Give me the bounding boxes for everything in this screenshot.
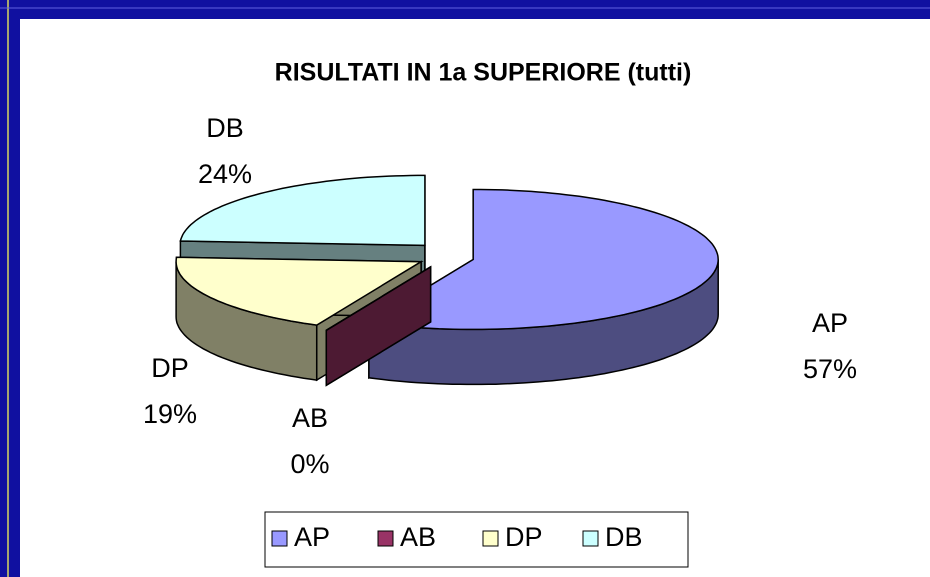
slice-label: DB [206, 113, 244, 143]
legend-swatch [377, 530, 394, 547]
slice-value-label: 0% [290, 449, 329, 479]
slice-value-label: 57% [803, 354, 857, 384]
slice-value-label: 24% [198, 159, 252, 189]
legend-label: DP [505, 522, 543, 552]
legend-label: AB [400, 522, 436, 552]
slice-value-label: 19% [143, 399, 197, 429]
slice [366, 188, 719, 331]
legend-swatch [271, 530, 288, 547]
slice [325, 266, 431, 331]
legend-label: DB [605, 522, 643, 552]
legend-box [264, 511, 689, 568]
legend-swatch [482, 530, 499, 547]
slice [179, 174, 426, 247]
legend-label: AP [294, 522, 330, 552]
legend-swatch [582, 530, 599, 547]
slice-label: AP [812, 308, 848, 338]
slice-label: DP [151, 353, 189, 383]
chart-title: RISULTATI IN 1a SUPERIORE (tutti) [275, 59, 692, 87]
slice [175, 256, 424, 326]
slice-label: AB [292, 403, 328, 433]
